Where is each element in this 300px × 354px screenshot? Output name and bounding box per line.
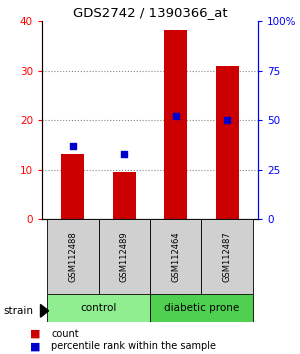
Text: count: count [51, 329, 79, 339]
Point [225, 118, 230, 123]
Text: ■: ■ [30, 329, 40, 339]
Text: percentile rank within the sample: percentile rank within the sample [51, 341, 216, 351]
Text: GSM112487: GSM112487 [223, 231, 232, 282]
Point [122, 151, 127, 157]
Text: GSM112488: GSM112488 [68, 231, 77, 282]
Text: strain: strain [3, 306, 33, 316]
Text: control: control [80, 303, 117, 313]
Bar [150, 294, 253, 322]
Bar [164, 30, 187, 219]
Point [70, 143, 75, 149]
Bar [99, 219, 150, 294]
Bar [201, 219, 253, 294]
Bar [47, 294, 150, 322]
Text: GSM112464: GSM112464 [171, 231, 180, 282]
Title: GDS2742 / 1390366_at: GDS2742 / 1390366_at [73, 6, 227, 19]
Bar [113, 172, 136, 219]
Point [173, 114, 178, 119]
Text: diabetic prone: diabetic prone [164, 303, 239, 313]
Bar [47, 219, 99, 294]
Text: GSM112489: GSM112489 [120, 231, 129, 282]
Bar [61, 154, 84, 219]
Bar [150, 219, 201, 294]
Text: ■: ■ [30, 341, 40, 351]
Bar [216, 66, 239, 219]
